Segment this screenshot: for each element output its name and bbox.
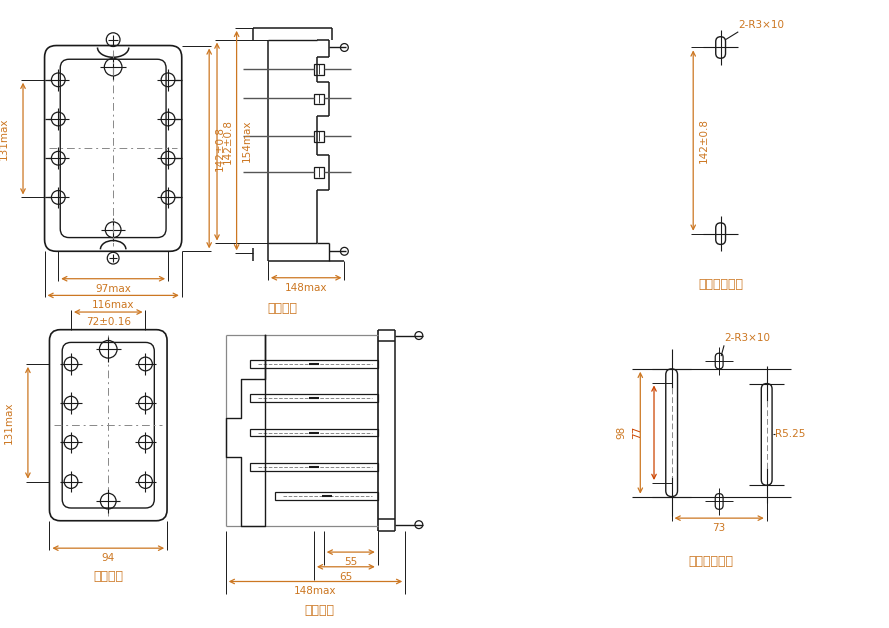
Text: 板后接线: 板后接线 <box>93 570 124 583</box>
Text: R5.25: R5.25 <box>774 430 805 440</box>
Bar <box>314 64 324 75</box>
Text: 148max: 148max <box>285 283 327 293</box>
Text: 73: 73 <box>713 523 725 533</box>
Bar <box>275 492 378 500</box>
Text: 142±0.8: 142±0.8 <box>215 126 225 171</box>
Text: 148max: 148max <box>294 587 337 597</box>
Bar <box>314 94 324 104</box>
Text: 131max: 131max <box>0 117 9 160</box>
Text: 142±0.8: 142±0.8 <box>222 119 233 164</box>
Bar <box>251 394 378 402</box>
Text: 板前接线: 板前接线 <box>268 302 298 315</box>
Text: 154max: 154max <box>243 119 252 162</box>
Text: 98: 98 <box>617 426 627 440</box>
Text: 116max: 116max <box>92 300 134 310</box>
Bar <box>251 360 378 368</box>
Bar <box>251 429 378 436</box>
Text: 131max: 131max <box>4 401 14 444</box>
Bar <box>251 463 378 471</box>
Text: 板后接线: 板后接线 <box>304 604 334 617</box>
Text: 77: 77 <box>632 426 642 440</box>
Text: 2-R3×10: 2-R3×10 <box>738 20 784 30</box>
Bar <box>314 131 324 141</box>
Text: 板前接线开孔: 板前接线开孔 <box>698 278 743 291</box>
Text: 55: 55 <box>344 557 357 567</box>
Text: 板后接线开孔: 板后接线开孔 <box>688 555 733 568</box>
Bar <box>314 167 324 178</box>
Text: 65: 65 <box>340 571 352 582</box>
Text: 94: 94 <box>101 553 115 563</box>
Text: 97max: 97max <box>95 284 131 294</box>
Text: 142±0.8: 142±0.8 <box>699 118 709 163</box>
Text: 2-R3×10: 2-R3×10 <box>724 333 770 344</box>
Text: 72±0.16: 72±0.16 <box>85 317 131 327</box>
